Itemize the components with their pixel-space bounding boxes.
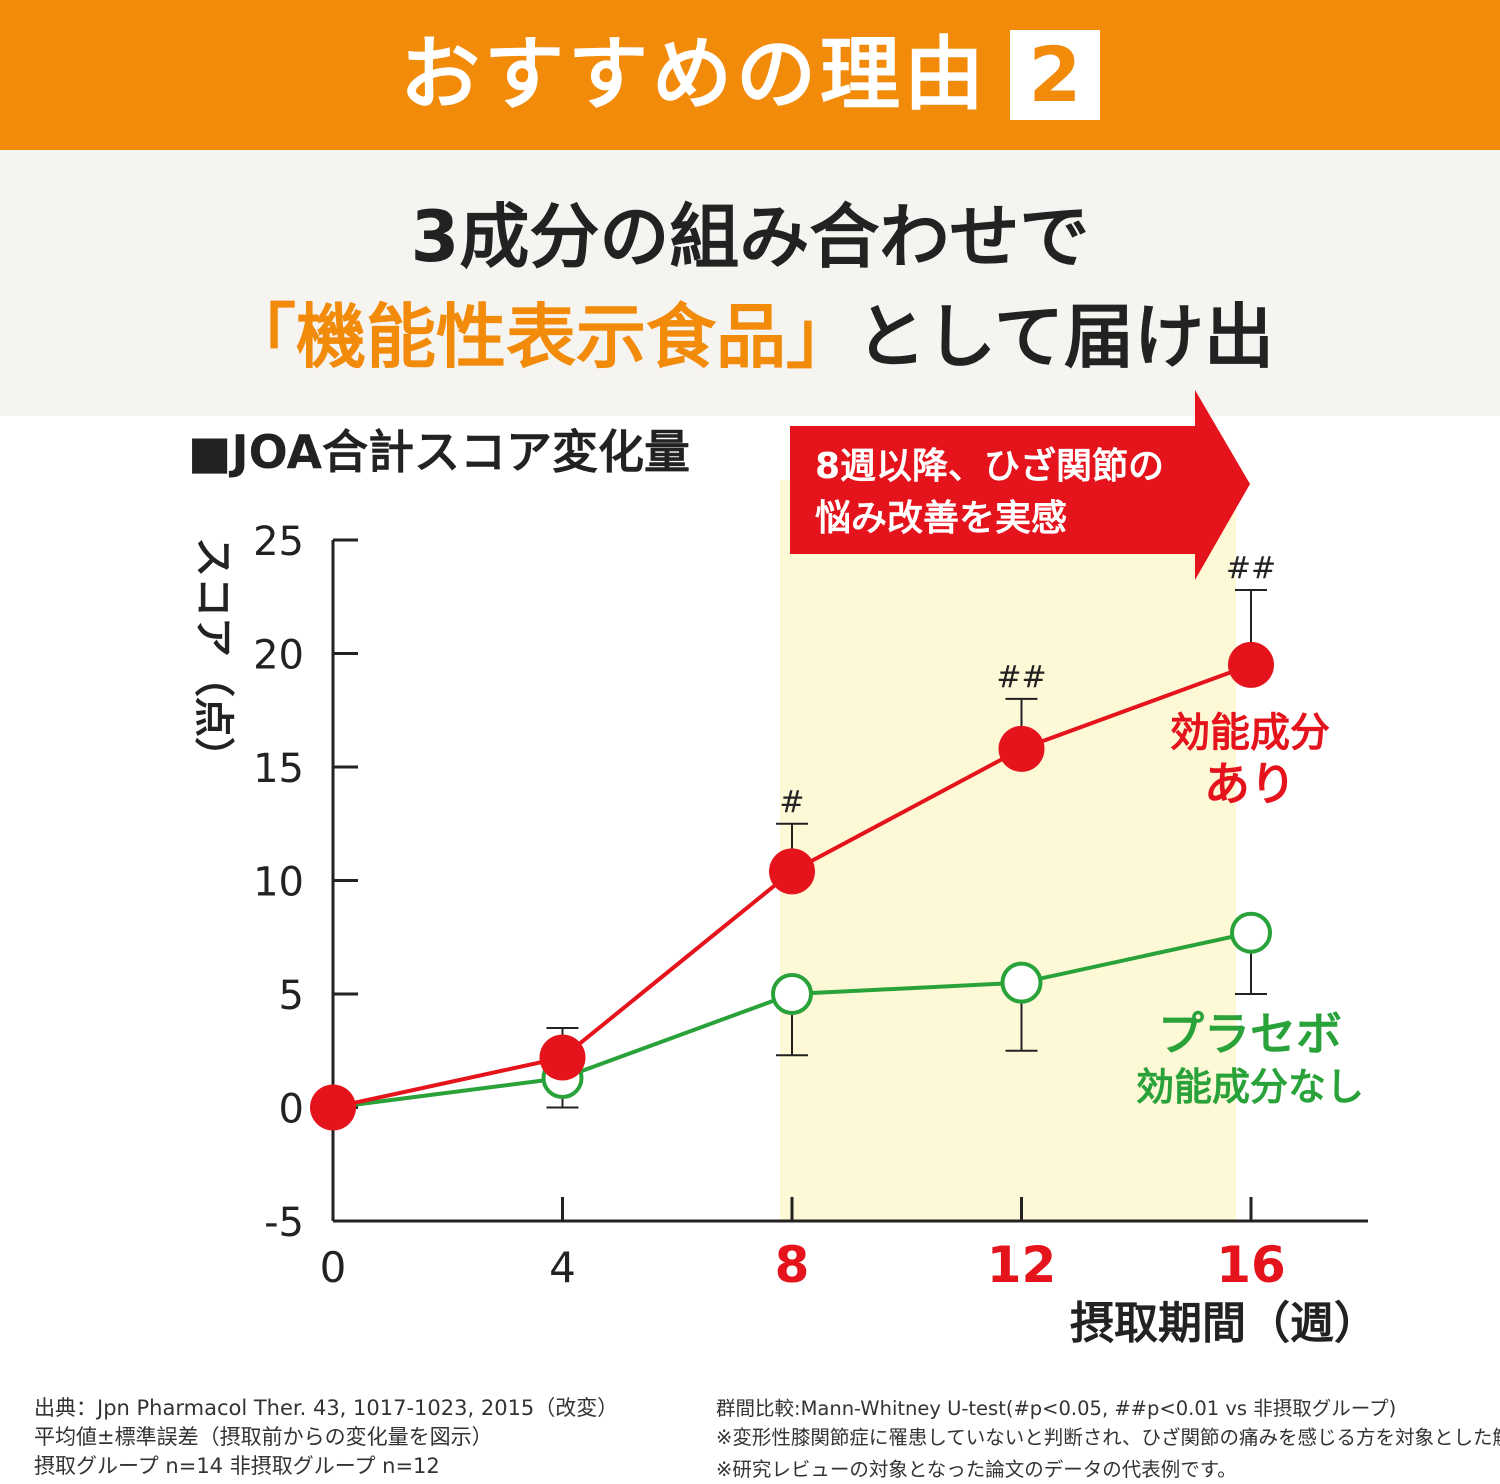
significance-mark: # — [779, 785, 804, 820]
y-axis-label: スコア（点） — [190, 537, 236, 777]
chart-title: ■JOA合計スコア変化量 — [188, 425, 690, 479]
significance-mark: ## — [996, 660, 1046, 695]
header-title: おすすめの理由 — [400, 28, 988, 121]
placebo-point — [771, 973, 813, 1015]
placebo-series-label-line2: 効能成分なし — [1136, 1065, 1364, 1109]
placebo-point — [1230, 911, 1272, 954]
x-tick-label: 4 — [549, 1243, 576, 1292]
y-tick-label: 20 — [253, 633, 304, 679]
y-tick-label: 0 — [279, 1087, 304, 1133]
x-tick-label: 8 — [775, 1236, 810, 1294]
footnote-representative: ※研究レビューの対象となった論文のデータの代表例です。 — [716, 1458, 1237, 1481]
footnote-test: 群間比較:Mann-Whitney U-test(#p<0.05, ##p<0.… — [716, 1397, 1397, 1420]
active-point — [769, 848, 815, 895]
x-axis-label: 摂取期間（週） — [1070, 1298, 1378, 1349]
x-tick-label: 16 — [1216, 1236, 1286, 1294]
subtitle-line1: 3成分の組み合わせで — [410, 196, 1090, 278]
footnotes-right: 群間比較:Mann-Whitney U-test(#p<0.05, ##p<0.… — [716, 1394, 1500, 1484]
subtitle-line2-rest: として届け出 — [856, 296, 1274, 378]
callout-text-line2: 悩み改善を実感 — [815, 498, 1067, 539]
active-point — [1228, 641, 1274, 688]
footnote-target: ※変形性膝関節症に罹患していないと判断され、ひざ関節の痛みを感じる方を対象とした… — [716, 1426, 1500, 1449]
x-tick-label: 12 — [987, 1236, 1057, 1294]
y-tick-label: 15 — [253, 746, 304, 792]
x-tick-label: 0 — [320, 1243, 347, 1292]
placebo-point — [1000, 961, 1043, 1004]
significance-mark: ## — [1226, 551, 1276, 586]
active-point — [310, 1084, 356, 1131]
header-number-badge: 2 — [1010, 30, 1100, 120]
subtitle-panel: 3成分の組み合わせで 「機能性表示食品」として届け出 — [0, 150, 1500, 416]
active-series-label-line2: あり — [1204, 757, 1296, 811]
callout-arrow — [790, 390, 1250, 580]
active-point — [539, 1034, 586, 1081]
y-tick-label: 10 — [253, 860, 304, 906]
highlight-band — [780, 480, 1236, 1221]
active-series-label-line1: 効能成分 — [1170, 710, 1330, 756]
placebo-series-label-line1: プラセボ — [1158, 1007, 1342, 1061]
footnote-source: 出典：Jpn Pharmacol Ther. 43, 1017-1023, 20… — [34, 1396, 619, 1420]
header-banner: おすすめの理由 2 — [0, 0, 1500, 150]
callout-text-line1: 8週以降、ひざ関節の — [815, 445, 1164, 487]
y-tick-label: 5 — [279, 973, 304, 1019]
footnote-groups: 摂取グループ n=14 非摂取グループ n=12 — [34, 1454, 440, 1478]
y-tick-label: 25 — [253, 519, 304, 565]
y-tick-label: -5 — [264, 1200, 304, 1246]
subtitle-highlight: 「機能性表示食品」 — [226, 296, 857, 378]
active-point — [998, 725, 1045, 772]
subtitle-line2: 「機能性表示食品」として届け出 — [0, 302, 1500, 372]
footnotes-left: 出典：Jpn Pharmacol Ther. 43, 1017-1023, 20… — [34, 1394, 618, 1481]
footnote-mean: 平均値±標準誤差（摂取前からの変化量を図示） — [34, 1425, 493, 1449]
